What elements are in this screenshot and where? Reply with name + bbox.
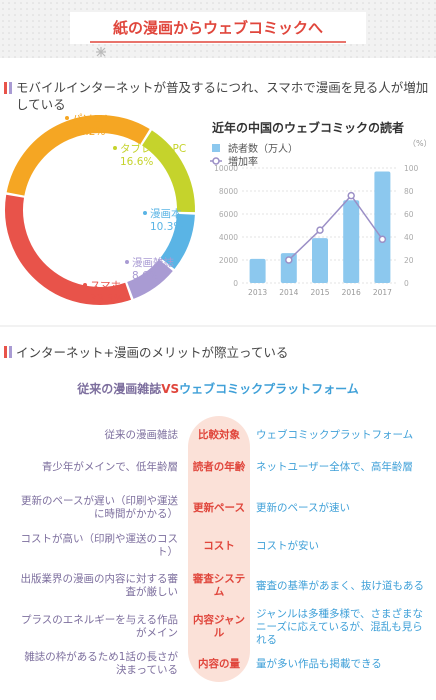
donut-segment bbox=[141, 130, 195, 213]
left-cell: 更新のペースが遅い（印刷や運送に時間がかかる） bbox=[21, 495, 178, 520]
donut-segment bbox=[5, 194, 132, 305]
x-tick-label: 2017 bbox=[373, 288, 392, 297]
y-tick-label: 0 bbox=[233, 279, 238, 288]
chart-title: 近年の中国のウェブコミックの読者 bbox=[212, 120, 404, 135]
legend-label: 読者数（万人） bbox=[228, 142, 298, 155]
page-title: 紙の漫画からウェブコミックへ bbox=[112, 18, 323, 37]
heading-icon bbox=[4, 82, 7, 94]
right-cell: ジャンルは多種多様で、さまざまなニーズに応えているが、混乱も見られる bbox=[256, 607, 424, 646]
criterion-cell: 読者の年齢 bbox=[192, 460, 246, 473]
segment-name: 漫画雑誌 bbox=[132, 256, 174, 269]
right-cell: 審査の基準があまく、抜け道もある bbox=[256, 579, 424, 592]
right-cell: コストが安い bbox=[256, 539, 319, 552]
label-dot bbox=[113, 146, 117, 150]
donut-segment bbox=[6, 115, 150, 196]
y-tick-label: 10000 bbox=[214, 164, 238, 173]
criterion-cell: 内容ジャンル bbox=[193, 614, 245, 639]
segment-value: 33.3% bbox=[90, 293, 123, 305]
segment-value: 31.2% bbox=[72, 126, 105, 138]
y2-tick-label: 60 bbox=[404, 210, 414, 219]
y2-tick-label: 20 bbox=[404, 256, 414, 265]
y2-tick-label: 40 bbox=[404, 233, 414, 242]
line-point bbox=[347, 191, 355, 200]
line bbox=[288, 194, 384, 261]
left-cell: コストが高い（印刷や運送のコスト） bbox=[20, 533, 179, 558]
left-cell: 従来の漫画雑誌 bbox=[104, 428, 179, 441]
left-cell: 雑誌の枠があるため1話の長さが決まっている bbox=[24, 651, 178, 676]
right-cell: ウェブコミックプラットフォーム bbox=[256, 428, 414, 441]
donut-segment bbox=[126, 259, 173, 299]
bar bbox=[343, 200, 360, 283]
heading-icon bbox=[9, 346, 12, 358]
right-cell: 量が多い作品も掲載できる bbox=[256, 657, 382, 670]
legend-marker bbox=[212, 157, 220, 165]
segment-name: 漫画本 bbox=[150, 207, 182, 220]
criterion-cell: 審査システム bbox=[192, 573, 246, 598]
segment-name: スマホ bbox=[90, 280, 121, 292]
left-cell: 出版業界の漫画の内容に対する審査が厳しい bbox=[20, 573, 179, 598]
segment-name: タブレットPC bbox=[120, 142, 186, 155]
section-heading: モバイルインターネットが普及するにつれ、スマホで漫画を見る人が増加している bbox=[16, 80, 429, 112]
line-point bbox=[285, 256, 293, 264]
y2-tick-label: 80 bbox=[404, 187, 414, 196]
y2-unit: （%） bbox=[408, 139, 432, 148]
label-dot bbox=[83, 283, 87, 287]
title-box bbox=[70, 12, 366, 44]
comparison-title: 従来の漫画雑誌VSウェブコミックプラットフォーム bbox=[0, 380, 436, 397]
x-tick-label: 2013 bbox=[248, 288, 267, 297]
criterion-cell: 内容の量 bbox=[198, 657, 240, 670]
y-tick-label: 4000 bbox=[219, 233, 238, 242]
x-tick-label: 2016 bbox=[342, 288, 361, 297]
segment-name: パソコン bbox=[72, 113, 114, 125]
y-tick-label: 6000 bbox=[219, 210, 238, 219]
right-cell: ネットユーザー全体で、高年齢層 bbox=[256, 460, 413, 473]
criterion-cell: 更新ペース bbox=[193, 501, 245, 514]
line-point bbox=[378, 235, 387, 244]
y2-tick-label: 0 bbox=[404, 279, 409, 288]
label-dot bbox=[143, 211, 147, 215]
legend-marker bbox=[212, 144, 220, 152]
criterion-cell: コスト bbox=[203, 539, 235, 552]
segment-value: 16.6% bbox=[120, 156, 153, 168]
segment-value: 10.3% bbox=[150, 221, 183, 233]
comparison-vs: VS bbox=[161, 382, 180, 396]
comparison-left: 従来の漫画雑誌 bbox=[77, 382, 162, 396]
heading-icon bbox=[4, 346, 7, 358]
right-cell: 更新のペースが速い bbox=[256, 501, 350, 514]
bar bbox=[312, 238, 328, 283]
segment-value: 8.6% bbox=[132, 270, 159, 282]
x-tick-label: 2015 bbox=[310, 288, 329, 297]
x-tick-label: 2014 bbox=[279, 288, 298, 297]
bar bbox=[280, 253, 297, 283]
left-cell: 青少年がメインで、低年齢層 bbox=[41, 460, 178, 473]
line-point bbox=[316, 226, 324, 234]
legend-label: 増加率 bbox=[228, 155, 258, 168]
donut-segment bbox=[160, 213, 195, 269]
y-tick-label: 8000 bbox=[219, 187, 238, 196]
criterion-cell: 比較対象 bbox=[198, 428, 240, 441]
section-heading: インターネット+漫画のメリットが際立っている bbox=[16, 345, 289, 360]
label-dot bbox=[65, 116, 69, 120]
label-dot bbox=[125, 260, 129, 264]
comparison-right: ウェブコミックプラットフォーム bbox=[179, 382, 359, 396]
heading-icon bbox=[9, 82, 12, 94]
y-tick-label: 2000 bbox=[219, 256, 238, 265]
center-column-bg bbox=[188, 416, 250, 682]
bar bbox=[374, 171, 391, 283]
bar bbox=[249, 258, 266, 283]
left-cell: プラスのエネルギーを与える作品がメイン bbox=[21, 614, 178, 639]
y2-tick-label: 100 bbox=[404, 164, 419, 173]
decor-star bbox=[96, 47, 106, 57]
